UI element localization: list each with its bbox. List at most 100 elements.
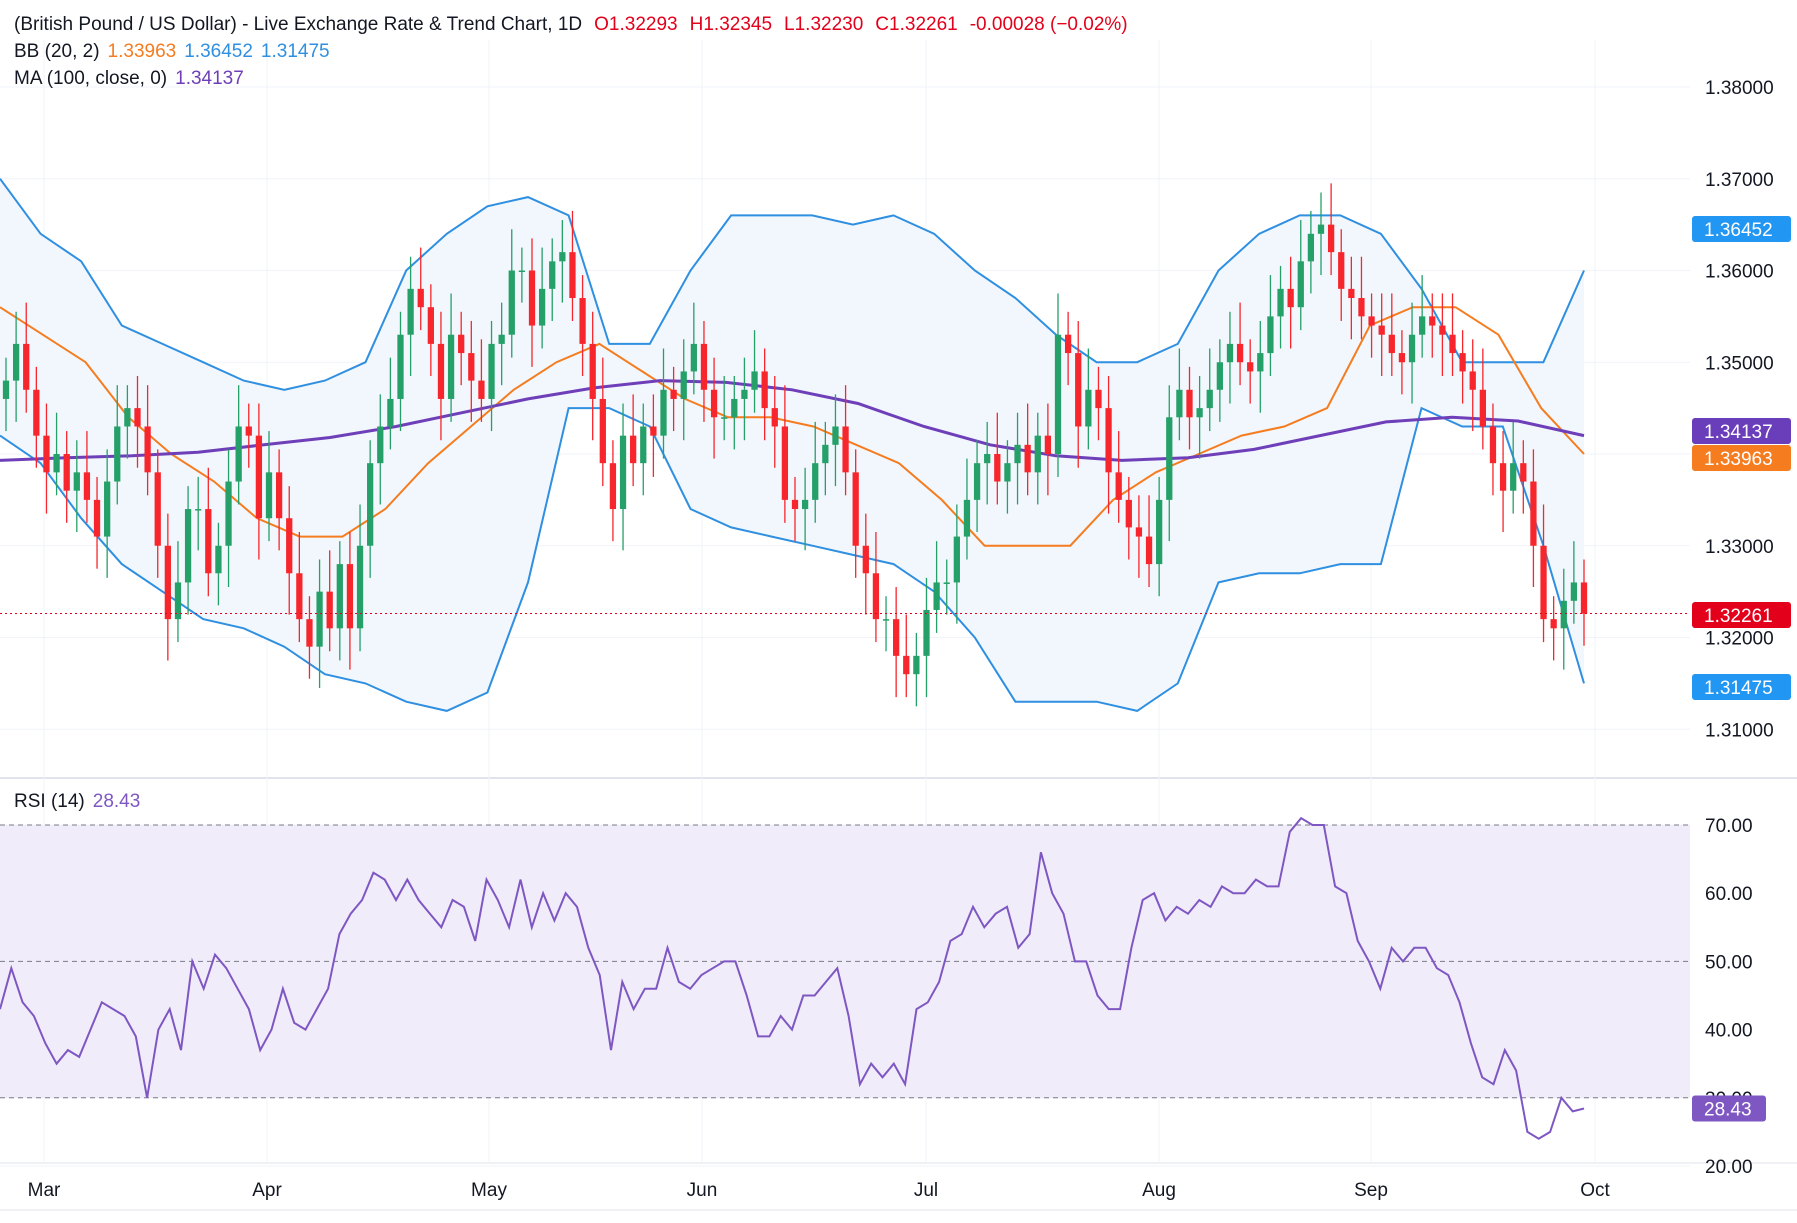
candlestick-series[interactable]: [2, 183, 1588, 707]
candle: [144, 385, 151, 496]
candle: [447, 293, 455, 422]
candle-body: [660, 389, 667, 436]
candle-body: [447, 334, 455, 399]
candle-body: [1024, 444, 1031, 473]
candle-body: [73, 472, 80, 491]
rsi-tick-label: 40.00: [1705, 1021, 1753, 1042]
ma-value: 1.34137: [175, 68, 244, 89]
candle-body: [1206, 389, 1213, 409]
candle-body: [1489, 426, 1497, 464]
candle: [630, 394, 637, 487]
candle-body: [164, 545, 171, 620]
candle-body: [498, 334, 505, 344]
candle-body: [1044, 435, 1052, 454]
moving-average-100-line: [0, 379, 1585, 462]
candle: [377, 394, 384, 505]
candle-body: [518, 270, 526, 272]
candle-body: [356, 545, 364, 629]
candle-body: [812, 463, 819, 500]
candle-body: [1358, 298, 1365, 317]
candle: [660, 348, 667, 459]
candle: [33, 366, 40, 468]
candle-body: [943, 582, 950, 584]
candle-body: [619, 435, 627, 510]
candle-body: [1388, 334, 1395, 354]
candle: [984, 421, 991, 505]
candle-body: [640, 426, 647, 464]
candle: [1075, 320, 1082, 468]
price-tick-label: 1.31000: [1705, 720, 1774, 741]
candle: [437, 311, 445, 441]
candle: [12, 311, 20, 422]
candle: [1054, 293, 1062, 477]
candle: [53, 412, 60, 496]
candle: [832, 394, 839, 487]
candle: [255, 403, 263, 560]
candle-body: [43, 435, 50, 473]
candle: [953, 504, 960, 624]
candle: [114, 385, 121, 505]
time-tick-label: Aug: [1142, 1180, 1176, 1201]
candle: [195, 476, 202, 551]
candle-body: [1176, 389, 1183, 418]
candle-body: [1216, 362, 1223, 390]
candle-body: [134, 408, 141, 427]
candle: [265, 431, 273, 542]
candle-body: [184, 509, 192, 583]
candle: [1277, 265, 1284, 349]
candle: [549, 238, 556, 321]
candle-body: [346, 564, 354, 629]
candle: [1439, 293, 1446, 377]
candle-body: [1378, 325, 1385, 335]
upper-band-tag-box: [1692, 216, 1791, 242]
candle: [2, 357, 10, 432]
upper-band-tag: 1.36452: [1692, 216, 1791, 242]
candle: [346, 531, 354, 670]
candle-body: [771, 408, 778, 427]
bollinger-lower-band: [0, 406, 1585, 712]
candle-body: [872, 573, 880, 620]
candle-body: [589, 343, 596, 399]
candle: [791, 476, 799, 542]
candle: [23, 302, 30, 413]
candle-body: [417, 288, 424, 308]
rsi-tick-label: 50.00: [1705, 952, 1753, 973]
candle-body: [1317, 224, 1325, 234]
candle: [235, 385, 242, 505]
candle: [923, 577, 930, 698]
candle-body: [124, 408, 131, 427]
candle-body: [569, 252, 576, 299]
candle: [801, 467, 809, 551]
candle-body: [832, 426, 839, 445]
close-tag-text: 1.32261: [1704, 606, 1773, 627]
candle: [1125, 476, 1132, 560]
candle-body: [1247, 362, 1254, 372]
lower-band-tag: 1.31475: [1692, 674, 1791, 700]
candle: [1499, 431, 1507, 532]
candle-body: [83, 472, 91, 500]
candle-body: [1034, 435, 1041, 473]
candle: [771, 376, 778, 468]
candle-body: [488, 343, 495, 399]
candle: [427, 284, 434, 377]
candle: [559, 220, 566, 303]
rsi-line: [0, 816, 1585, 1140]
candle: [619, 403, 627, 551]
candle: [1206, 348, 1213, 432]
candle: [933, 541, 940, 633]
time-tick-label: Sep: [1354, 1180, 1388, 1201]
candle-body: [1145, 536, 1153, 565]
candle: [994, 412, 1001, 505]
candle-body: [1327, 224, 1335, 253]
close-value: 1.32261: [889, 14, 958, 35]
candle-body: [1368, 316, 1375, 326]
candle-body: [862, 545, 869, 574]
candle: [286, 486, 293, 615]
candle: [1105, 376, 1112, 514]
candle-body: [205, 509, 212, 574]
candle: [1307, 210, 1315, 294]
candle-body: [579, 298, 586, 344]
candle-body: [923, 609, 930, 656]
candle-body: [1166, 417, 1173, 500]
